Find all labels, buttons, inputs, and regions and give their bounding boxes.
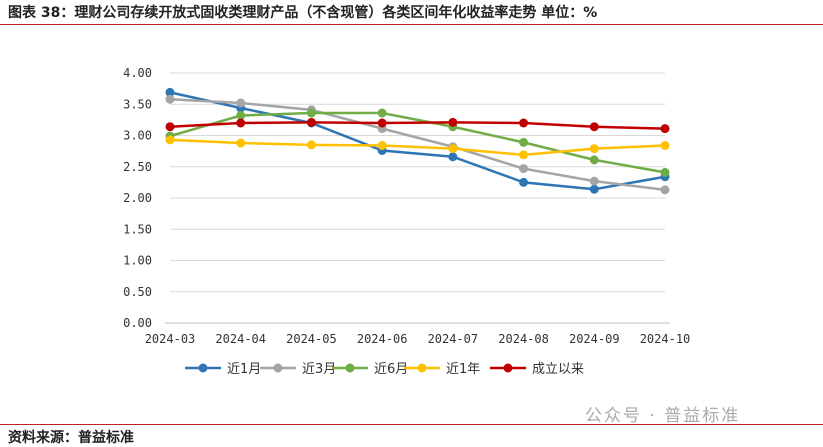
data-point: [165, 94, 175, 104]
legend-marker: [417, 363, 427, 373]
x-tick-label: 2024-09: [569, 332, 620, 346]
data-point: [519, 118, 529, 128]
y-tick-label: 2.00: [123, 191, 152, 205]
x-tick-label: 2024-04: [215, 332, 266, 346]
data-point: [236, 98, 246, 108]
data-point: [589, 176, 599, 186]
x-tick-label: 2024-06: [357, 332, 408, 346]
legend-label: 近3月: [302, 362, 336, 377]
data-point: [660, 141, 670, 150]
data-point: [589, 122, 599, 132]
data-point: [519, 150, 529, 160]
data-point: [377, 108, 387, 118]
legend-marker: [345, 363, 355, 373]
data-point: [448, 144, 458, 154]
legend-label: 近1年: [446, 362, 480, 377]
x-tick-label: 2024-07: [428, 332, 479, 346]
data-point: [589, 144, 599, 154]
y-tick-label: 0.00: [123, 316, 152, 330]
legend-label: 近1月: [227, 362, 261, 377]
x-tick-label: 2024-08: [498, 332, 549, 346]
series-line: [169, 121, 666, 130]
data-point: [660, 167, 670, 177]
legend-label: 成立以来: [532, 362, 584, 377]
y-tick-label: 3.00: [123, 129, 152, 143]
x-tick-label: 2024-05: [286, 332, 337, 346]
y-tick-label: 3.50: [123, 97, 152, 111]
chart-title: 图表 38：理财公司存续开放式固收类理财产品（不含现管）各类区间年化收益率走势 …: [8, 5, 598, 21]
data-point: [660, 185, 670, 195]
legend-marker: [503, 363, 513, 373]
legend-marker: [273, 363, 283, 373]
data-point: [448, 152, 458, 162]
data-point: [236, 111, 246, 120]
x-tick-label: 2024-10: [640, 332, 691, 346]
data-point: [236, 138, 246, 148]
watermark: 公众号 · 普益标准: [585, 406, 741, 426]
y-tick-label: 4.00: [123, 66, 152, 80]
y-tick-label: 1.50: [123, 222, 152, 236]
data-point: [165, 135, 175, 145]
source-note: 资料来源：普益标准: [8, 430, 134, 446]
bottom-divider: [0, 424, 823, 425]
data-point: [589, 184, 599, 194]
data-point: [306, 140, 316, 150]
data-point: [589, 155, 599, 165]
series-line: [169, 98, 666, 192]
data-point: [306, 117, 316, 127]
data-point: [236, 118, 246, 128]
data-point: [165, 122, 175, 132]
x-tick-label: 2024-03: [145, 332, 196, 346]
y-tick-label: 2.50: [123, 160, 152, 174]
series-line: [169, 91, 666, 191]
y-tick-label: 0.50: [123, 285, 152, 299]
series-line: [169, 111, 666, 174]
data-point: [519, 137, 529, 147]
series-line: [169, 138, 666, 157]
data-point: [448, 117, 458, 127]
data-point: [519, 164, 529, 174]
data-point: [519, 177, 529, 187]
data-point: [306, 108, 316, 118]
legend-label: 近6月: [374, 362, 408, 377]
data-point: [377, 118, 387, 128]
data-point: [660, 124, 670, 134]
top-divider: [0, 24, 823, 25]
legend-marker: [198, 363, 208, 373]
y-tick-label: 1.00: [123, 254, 152, 268]
data-point: [165, 87, 175, 97]
data-point: [377, 141, 387, 150]
